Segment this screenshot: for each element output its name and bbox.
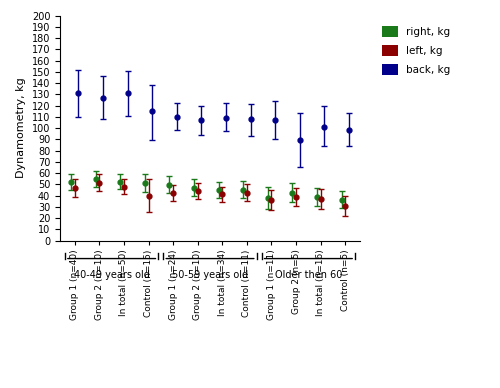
Text: 50-59 years old: 50-59 years old [172, 270, 248, 280]
Legend: right, kg, left, kg, back, kg: right, kg, left, kg, back, kg [377, 21, 456, 80]
Y-axis label: Dynamometry, kg: Dynamometry, kg [16, 78, 26, 178]
Text: Older then 60: Older then 60 [274, 270, 342, 280]
Text: 40-49 years old: 40-49 years old [74, 270, 150, 280]
